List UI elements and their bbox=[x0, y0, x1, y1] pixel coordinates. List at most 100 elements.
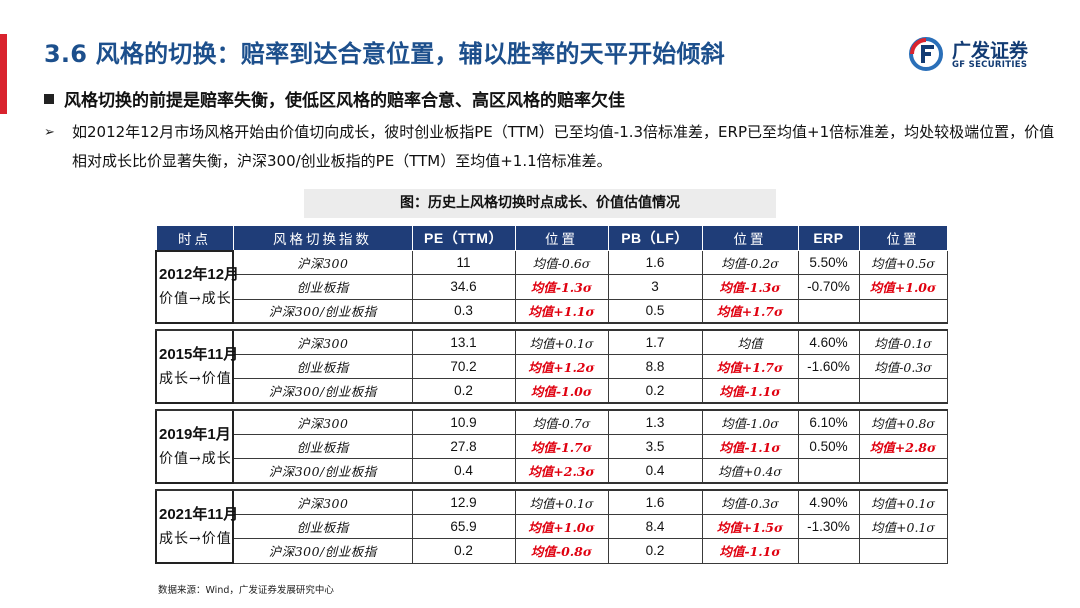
pe-position-cell: 均值-0.7σ bbox=[514, 409, 609, 436]
table-row: 2019年1月 价值→成长 沪深300 10.9 均值-0.7σ 1.3 均值-1.0σ 6.… bbox=[155, 409, 948, 485]
erp-position-cell: 均值+0.1σ bbox=[858, 513, 948, 540]
erp-position-cell: 均值+0.5σ bbox=[858, 249, 948, 276]
table-row: 创业板指 65.9 均值+1.0σ 8.4 均值+1.5σ -1.30% 均值+0.1σ bbox=[156, 513, 948, 540]
index-name-cell: 沪深300/创业板指 bbox=[232, 298, 413, 324]
pb-value-cell: 1.3 bbox=[607, 409, 703, 436]
page-title: 3.6 风格的切换：赔率到达合意位置，辅以胜率的天平开始倾斜 bbox=[44, 40, 725, 68]
pe-value-cell: 13.1 bbox=[411, 329, 516, 356]
period-cell: 2021年11月 成长→价值 bbox=[155, 489, 238, 565]
pe-position-cell: 均值-0.8σ bbox=[514, 538, 609, 564]
table-row: 创业板指 34.6 均值-1.3σ 3 均值-1.3σ -0.70% 均值+1.0σ bbox=[156, 274, 948, 300]
separator-cell bbox=[156, 322, 947, 332]
pb-position-cell: 均值-1.3σ bbox=[701, 274, 799, 300]
pe-value-cell: 70.2 bbox=[411, 354, 516, 380]
pb-value-cell: 3.5 bbox=[607, 434, 703, 460]
col-header-index: 风格切换指数 bbox=[232, 225, 413, 251]
pe-value-cell: 10.9 bbox=[411, 409, 516, 436]
pb-value-cell: 0.2 bbox=[607, 378, 703, 404]
erp-position-cell: 均值+0.1σ bbox=[858, 489, 948, 515]
erp-value-cell bbox=[797, 538, 860, 564]
pb-position-cell: 均值 bbox=[701, 329, 799, 356]
pe-position-cell: 均值-1.7σ bbox=[514, 434, 609, 460]
table-row: 沪深300/创业板指 0.3 均值+1.1σ 0.5 均值+1.7σ bbox=[156, 298, 948, 324]
index-name-cell: 沪深300/创业板指 bbox=[232, 378, 413, 404]
erp-value-cell bbox=[797, 458, 860, 484]
main-bullet-text: 风格切换的前提是赔率失衡，使低区风格的赔率合意、高区风格的赔率欠佳 bbox=[64, 91, 625, 111]
pb-value-cell: 0.2 bbox=[607, 538, 703, 564]
index-name-cell: 沪深300/创业板指 bbox=[232, 538, 413, 564]
period-cell: 2019年1月 价值→成长 bbox=[155, 409, 234, 485]
erp-value-cell bbox=[797, 298, 860, 324]
company-logo: 广发证券 GF SECURITIES bbox=[908, 36, 1040, 74]
pe-position-cell: 均值-1.3σ bbox=[514, 274, 609, 300]
erp-value-cell: -0.70% bbox=[797, 274, 860, 300]
main-bullet: 风格切换的前提是赔率失衡，使低区风格的赔率合意、高区风格的赔率欠佳 bbox=[44, 86, 625, 111]
pe-position-cell: 均值+0.1σ bbox=[514, 329, 609, 356]
erp-value-cell: -1.30% bbox=[797, 513, 860, 540]
erp-value-cell: 6.10% bbox=[797, 409, 860, 436]
pe-value-cell: 34.6 bbox=[411, 274, 516, 300]
pb-position-cell: 均值+1.5σ bbox=[701, 513, 799, 540]
pb-position-cell: 均值+1.7σ bbox=[701, 298, 799, 324]
pb-value-cell: 1.6 bbox=[607, 489, 703, 515]
erp-position-cell: 均值-0.3σ bbox=[858, 354, 948, 380]
pe-position-cell: 均值-0.6σ bbox=[514, 249, 609, 276]
pb-position-cell: 均值+0.4σ bbox=[701, 458, 799, 484]
period-date: 2019年1月 bbox=[159, 425, 231, 443]
table-row: 沪深300/创业板指 0.2 均值-1.0σ 0.2 均值-1.1σ bbox=[156, 378, 948, 404]
pe-value-cell: 0.4 bbox=[411, 458, 516, 484]
pb-value-cell: 8.4 bbox=[607, 513, 703, 540]
col-header-pe: PE（TTM） bbox=[411, 225, 516, 251]
separator-cell bbox=[156, 402, 947, 412]
table-row: 创业板指 70.2 均值+1.2σ 8.8 均值+1.7σ -1.60% 均值-0.3σ bbox=[156, 354, 948, 380]
erp-value-cell: -1.60% bbox=[797, 354, 860, 380]
pb-position-cell: 均值+1.7σ bbox=[701, 354, 799, 380]
index-name-cell: 创业板指 bbox=[232, 434, 413, 460]
period-direction: 成长→价值 bbox=[159, 370, 232, 387]
erp-position-cell: 均值+0.8σ bbox=[858, 409, 948, 436]
period-direction: 价值→成长 bbox=[159, 450, 232, 467]
index-name-cell: 创业板指 bbox=[232, 513, 413, 540]
logo-text-cn: 广发证券 bbox=[952, 40, 1029, 62]
index-name-cell: 沪深300 bbox=[232, 489, 413, 515]
index-name-cell: 沪深300/创业板指 bbox=[232, 458, 413, 484]
table-row: 2012年12月 价值→成长 沪深300 11 均值-0.6σ 1.6 均值-0.2σ 5.5… bbox=[155, 249, 948, 325]
pe-value-cell: 65.9 bbox=[411, 513, 516, 540]
pb-position-cell: 均值-1.0σ bbox=[701, 409, 799, 436]
square-bullet-icon bbox=[44, 93, 54, 104]
period-separator bbox=[156, 402, 947, 412]
erp-value-cell: 4.60% bbox=[797, 329, 860, 356]
erp-position-cell bbox=[858, 538, 948, 564]
valuation-table: 时点 风格切换指数 PE（TTM） 位置 PB（LF） 位置 ERP 位置 20… bbox=[155, 225, 948, 565]
pe-position-cell: 均值+0.1σ bbox=[514, 489, 609, 515]
col-header-pe-position: 位置 bbox=[514, 225, 609, 251]
pe-position-cell: 均值-1.0σ bbox=[514, 378, 609, 404]
erp-value-cell: 0.50% bbox=[797, 434, 860, 460]
pb-value-cell: 0.4 bbox=[607, 458, 703, 484]
period-date: 2015年11月 bbox=[159, 345, 239, 363]
erp-position-cell bbox=[858, 378, 948, 404]
period-separator bbox=[156, 322, 947, 332]
pe-value-cell: 0.2 bbox=[411, 538, 516, 564]
pe-value-cell: 11 bbox=[411, 249, 516, 276]
erp-position-cell: 均值+1.0σ bbox=[858, 274, 948, 300]
table-row: 创业板指 27.8 均值-1.7σ 3.5 均值-1.1σ 0.50% 均值+2.8σ bbox=[156, 434, 948, 460]
period-separator bbox=[156, 482, 947, 492]
table-row: 沪深300/创业板指 0.4 均值+2.3σ 0.4 均值+0.4σ bbox=[156, 458, 948, 484]
period-direction: 成长→价值 bbox=[159, 530, 232, 547]
pb-position-cell: 均值-1.1σ bbox=[701, 378, 799, 404]
pe-position-cell: 均值+1.2σ bbox=[514, 354, 609, 380]
pb-value-cell: 1.6 bbox=[607, 249, 703, 276]
col-header-pb: PB（LF） bbox=[607, 225, 703, 251]
left-accent-bar bbox=[0, 34, 7, 114]
index-name-cell: 沪深300 bbox=[232, 409, 413, 436]
period-direction: 价值→成长 bbox=[159, 290, 232, 307]
sub-bullet: ➢ 如2012年12月市场风格开始由价值切向成长，彼时创业板指PE（TTM）已至… bbox=[44, 118, 1060, 176]
index-name-cell: 沪深300 bbox=[232, 249, 413, 276]
erp-value-cell bbox=[797, 378, 860, 404]
period-date: 2012年12月 bbox=[159, 265, 240, 283]
gf-logo-icon bbox=[909, 37, 943, 71]
pb-value-cell: 3 bbox=[607, 274, 703, 300]
index-name-cell: 沪深300 bbox=[232, 329, 413, 356]
data-source-note: 数据来源：Wind，广发证券发展研究中心 bbox=[158, 585, 334, 596]
